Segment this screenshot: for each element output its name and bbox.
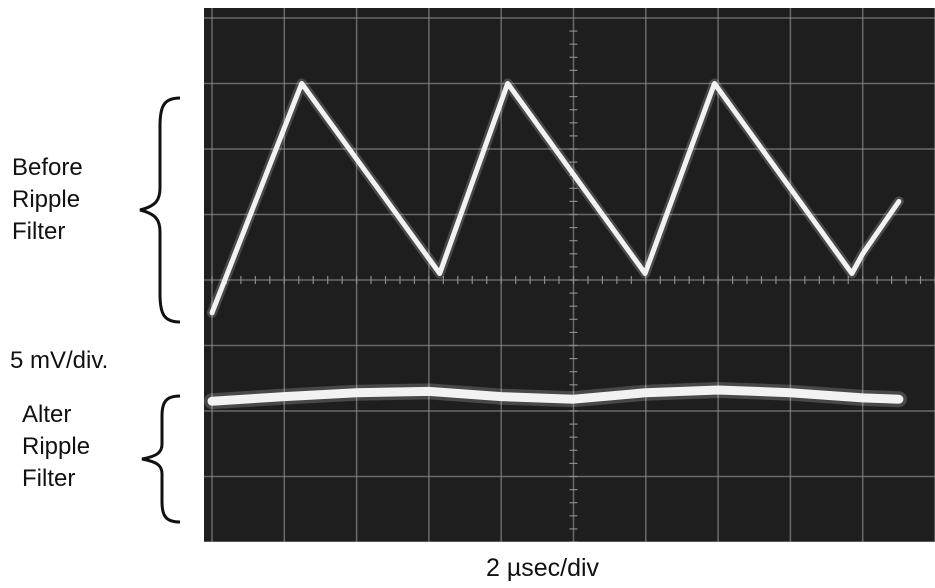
traces <box>204 78 907 410</box>
graticule <box>204 8 935 542</box>
after-filter-trace <box>207 385 904 406</box>
time-per-div-label: 2 µsec/div <box>486 554 600 582</box>
volts-per-div-label: 5 mV/div. <box>10 347 109 374</box>
after-label-line1: Alter <box>22 401 72 428</box>
before-filter-trace <box>209 81 902 316</box>
before-brace-icon <box>139 96 181 324</box>
after-ripple-filter-label: Alter Ripple Filter <box>22 399 90 495</box>
before-label-line3: Filter <box>12 218 66 245</box>
before-label-line2: Ripple <box>12 186 81 213</box>
after-label-line3: Filter <box>22 465 76 492</box>
after-brace-icon <box>141 394 181 524</box>
after-label-line2: Ripple <box>22 433 91 460</box>
oscilloscope-screen <box>204 8 935 542</box>
before-label-line1: Before <box>12 154 83 181</box>
before-ripple-filter-label: Before Ripple Filter <box>12 152 83 248</box>
screen-background <box>204 8 935 542</box>
